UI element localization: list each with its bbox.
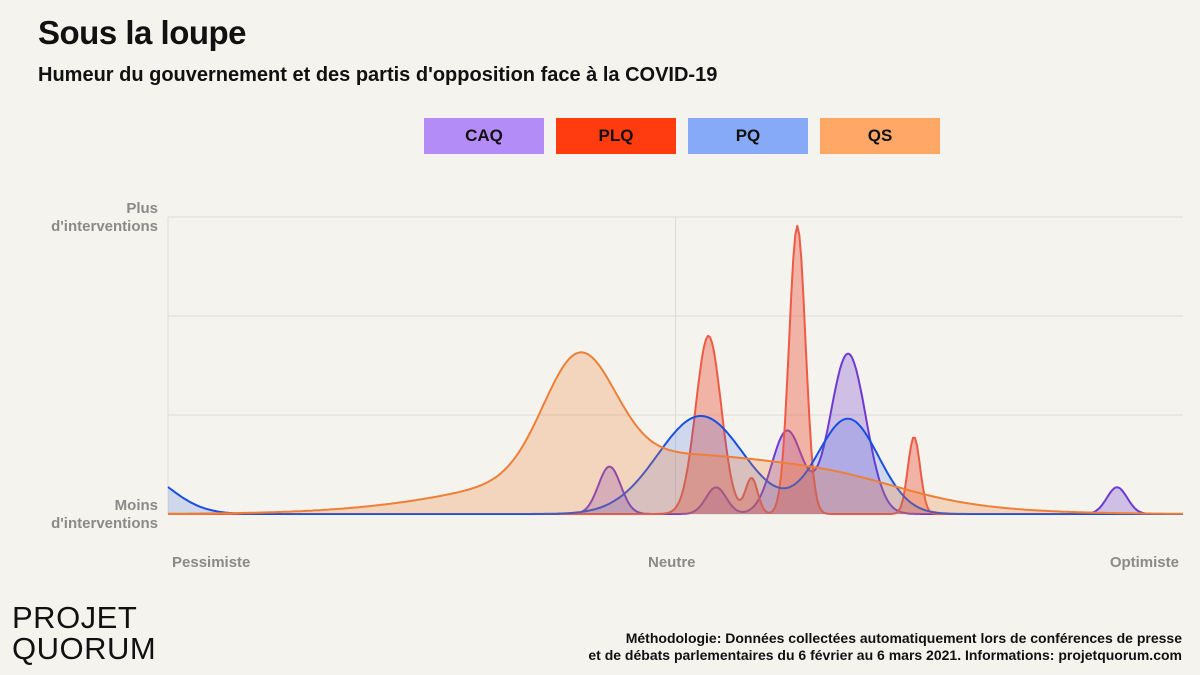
y-axis-bottom-label: Moins d'interventions (51, 497, 158, 533)
y-axis-top-label-line1: Plus (126, 200, 158, 217)
series-line-pq (167, 415, 1183, 515)
logo: PROJET QUORUM (12, 602, 156, 664)
y-axis-bottom-label-line1: Moins (114, 497, 158, 514)
chart-title: Sous la loupe (38, 14, 247, 51)
legend-item-plq[interactable]: PLQ (556, 118, 676, 154)
legend-item-caq[interactable]: CAQ (424, 118, 544, 154)
x-axis-label-left: Pessimiste (172, 554, 251, 571)
x-axis-label-right: Optimiste (1109, 554, 1179, 571)
methodology-line2: et de débats parlementaires du 6 février… (588, 647, 1182, 663)
chart-subtitle: Humeur du gouvernement et des partis d'o… (38, 64, 718, 86)
chart-series (167, 224, 1183, 515)
legend-item-qs[interactable]: QS (820, 118, 940, 154)
series-area-qs (168, 352, 1183, 514)
logo-line2: QUORUM (12, 631, 157, 666)
legend: CAQ PLQ PQ QS (424, 118, 940, 154)
logo-line1: PROJET (12, 600, 138, 635)
y-axis-bottom-label-line2: d'interventions (51, 515, 158, 532)
legend-item-pq[interactable]: PQ (688, 118, 808, 154)
series-line-qs (168, 351, 1183, 515)
y-axis-top-label-line2: d'interventions (51, 218, 158, 235)
methodology-line1: Méthodologie: Données collectées automat… (625, 630, 1182, 646)
y-axis-top-label: Plus d'interventions (51, 200, 158, 236)
methodology-note: Méthodologie: Données collectées automat… (588, 630, 1182, 664)
x-axis-label-center: Neutre (648, 554, 696, 571)
chart-grid (167, 216, 1183, 515)
series-area-pq (168, 416, 1183, 514)
